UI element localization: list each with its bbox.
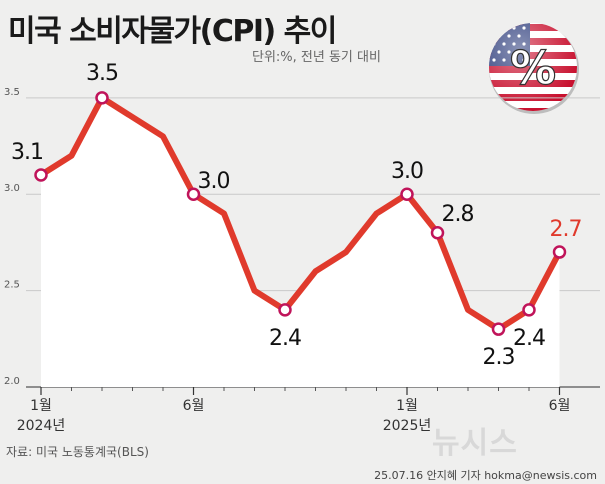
data-label: 2.7 [550, 217, 582, 242]
data-point-marker [278, 303, 292, 317]
y-tick-label: 2.0 [4, 376, 20, 387]
source-note: 자료: 미국 노동통계국(BLS) [6, 445, 149, 459]
data-label: 3.0 [198, 169, 230, 194]
watermark: 뉴시스 [432, 426, 518, 461]
x-tick-label: 1월 [30, 398, 52, 414]
x-tick-label: 6월 [183, 398, 205, 414]
data-point-marker [491, 322, 506, 336]
data-point-marker [522, 303, 536, 317]
series-line [38, 94, 563, 333]
x-year-label: 2025년 [383, 418, 432, 434]
data-label: 2.4 [513, 326, 545, 351]
data-point-marker [552, 245, 567, 259]
x-tick-label: 6월 [549, 398, 571, 414]
data-label: 3.1 [11, 140, 43, 165]
data-label: 2.3 [483, 345, 515, 370]
data-label: 3.5 [86, 61, 118, 86]
data-point-marker [95, 91, 109, 105]
x-tick-label: 1월 [396, 398, 418, 414]
y-tick-label: 3.0 [4, 183, 20, 194]
data-label: 2.4 [269, 326, 301, 351]
data-label: 2.8 [442, 202, 474, 227]
percent-symbol: % [510, 41, 556, 95]
unit-note: 단위:%, 전년 동기 대비 [252, 50, 381, 65]
x-year-label: 2024년 [17, 418, 66, 434]
data-point-marker [400, 187, 414, 201]
chart-title: 미국 소비자물가(CPI) 추이 [8, 14, 337, 49]
area-fill [41, 97, 560, 387]
data-point-marker [186, 187, 201, 201]
y-tick-label: 2.5 [4, 280, 20, 291]
y-tick-label: 3.5 [4, 87, 20, 98]
data-label: 3.0 [391, 159, 423, 184]
data-point-marker [34, 168, 48, 182]
data-point-marker [430, 226, 445, 240]
credit-line: 25.07.16 안지혜 기자 hokma@newsis.com [374, 469, 597, 482]
